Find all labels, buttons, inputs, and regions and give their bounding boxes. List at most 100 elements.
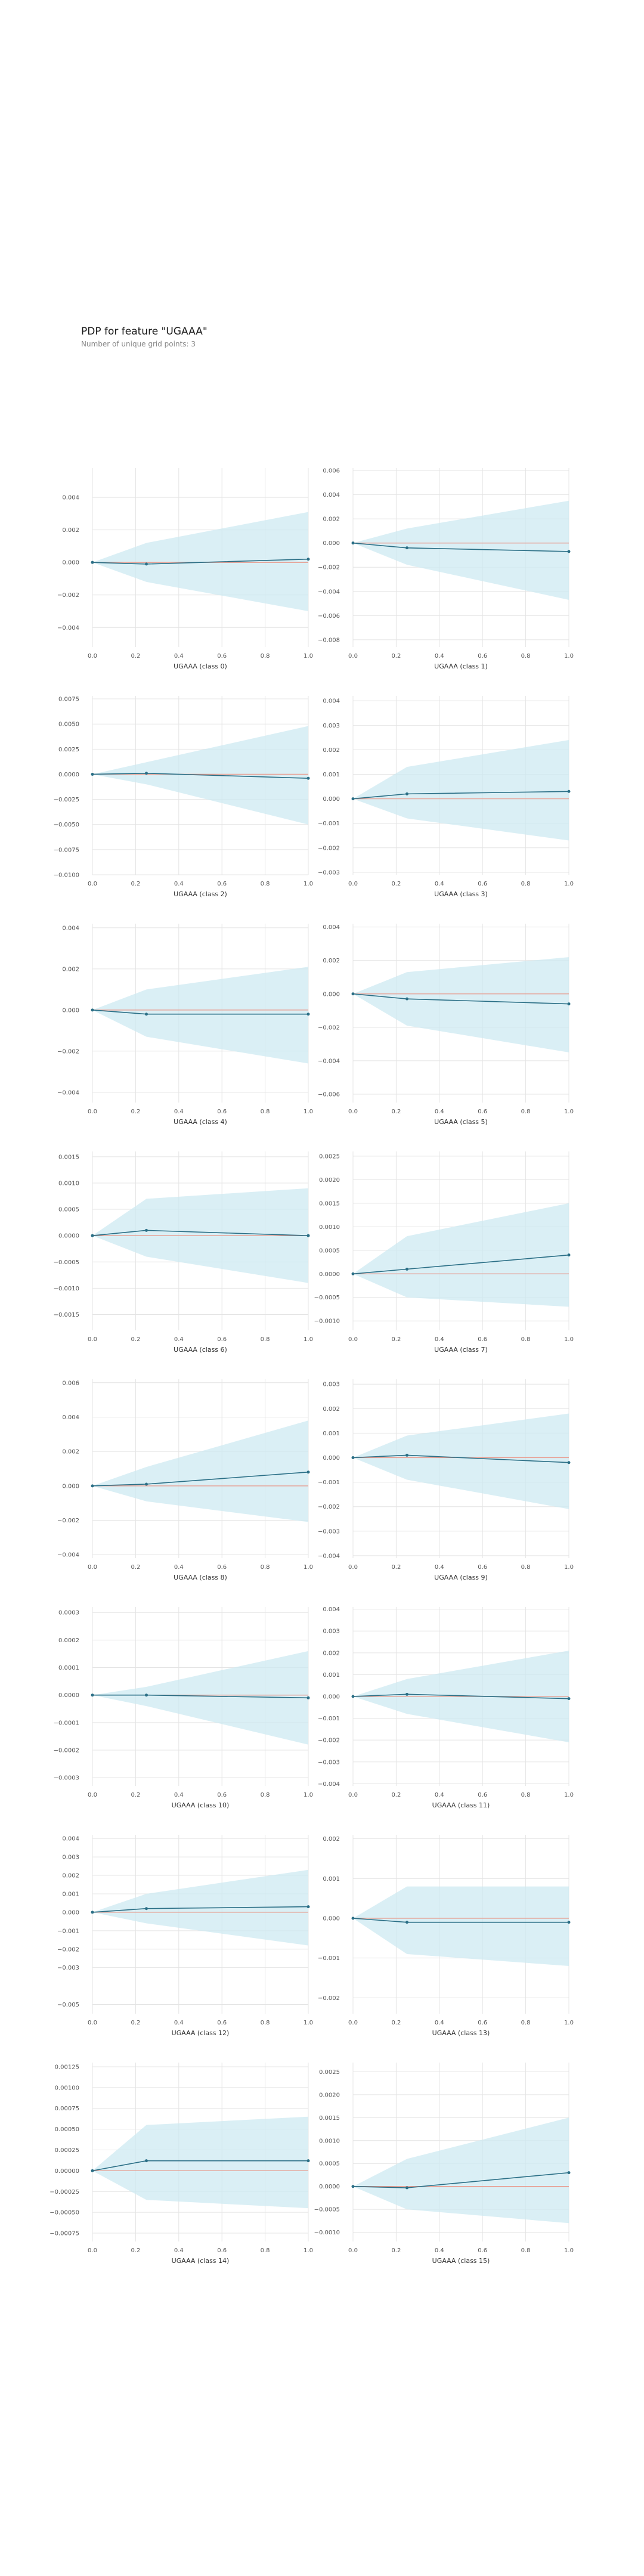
pdp-point — [405, 997, 408, 1001]
x-tick-label: 0.2 — [131, 881, 140, 887]
y-tick-label: 0.000 — [323, 1916, 340, 1922]
x-axis-label: UGAAA (class 12) — [172, 2029, 230, 2037]
x-tick-label: 0.6 — [217, 2020, 227, 2026]
confidence-band — [353, 2117, 569, 2224]
pdp-panel-class-14: 0.0 0.2 0.4 0.6 0.8 1.0 −0.00075 −0.00050 −0.000… — [49, 2063, 313, 2265]
pdp-point — [351, 1272, 355, 1275]
x-tick-label: 0.6 — [478, 2020, 487, 2026]
x-tick-label: 1.0 — [304, 1336, 313, 1343]
x-tick-label: 0.0 — [348, 653, 358, 660]
x-tick-label: 0.8 — [521, 2020, 531, 2026]
y-tick-label: 0.0000 — [58, 1692, 79, 1699]
y-tick-label: −0.0050 — [54, 822, 79, 828]
y-tick-label: −0.002 — [57, 1946, 79, 1953]
pdp-panel-class-2: 0.0 0.2 0.4 0.6 0.8 1.0 −0.0100 −0.0075 −0.0050 −… — [54, 696, 313, 898]
x-tick-label: 0.8 — [521, 653, 531, 660]
pdp-point — [351, 541, 355, 545]
x-axis-label: UGAAA (class 4) — [174, 1118, 227, 1126]
confidence-band — [353, 500, 569, 600]
pdp-panel-class-9: 0.0 0.2 0.4 0.6 0.8 1.0 −0.004 −0.003 −0.002 −0.0… — [318, 1379, 574, 1581]
x-tick-label: 0.8 — [521, 1792, 531, 1798]
pdp-point — [306, 1234, 310, 1237]
x-tick-label: 1.0 — [564, 1336, 574, 1343]
y-tick-label: 0.0020 — [319, 2092, 340, 2098]
x-tick-label: 0.2 — [391, 1336, 401, 1343]
y-tick-label: −0.0075 — [54, 847, 79, 853]
pdp-point — [91, 772, 94, 776]
pdp-panel-class-13: 0.0 0.2 0.4 0.6 0.8 1.0 −0.002 −0.001 0.000 0.001… — [318, 1835, 574, 2037]
y-tick-label: −0.001 — [318, 1955, 340, 1962]
y-tick-label: 0.003 — [323, 1628, 340, 1635]
x-tick-label: 0.4 — [435, 1564, 444, 1571]
pdp-point — [351, 797, 355, 801]
pdp-panel-class-8: 0.0 0.2 0.4 0.6 0.8 1.0 −0.004 −0.002 0.000 0.002… — [57, 1379, 313, 1581]
y-tick-label: −0.008 — [318, 637, 340, 643]
y-tick-label: −0.00050 — [49, 2210, 79, 2216]
y-tick-label: −0.002 — [57, 1518, 79, 1524]
y-tick-label: −0.001 — [318, 821, 340, 827]
y-tick-label: 0.001 — [323, 1431, 340, 1437]
y-tick-label: −0.004 — [318, 1058, 340, 1064]
x-tick-label: 0.0 — [88, 2020, 97, 2026]
y-tick-label: 0.004 — [62, 495, 79, 501]
x-tick-label: 0.0 — [88, 1792, 97, 1798]
x-tick-label: 0.6 — [478, 1109, 487, 1115]
x-tick-label: 0.4 — [174, 2247, 184, 2254]
x-tick-label: 0.8 — [521, 881, 531, 887]
x-tick-label: 0.8 — [261, 2247, 270, 2254]
x-tick-label: 0.8 — [521, 2247, 531, 2254]
pdp-point — [145, 1907, 148, 1911]
y-tick-label: 0.004 — [62, 1414, 79, 1421]
x-tick-label: 0.4 — [435, 1336, 444, 1343]
x-tick-label: 0.0 — [348, 1792, 358, 1798]
x-tick-label: 1.0 — [304, 1109, 313, 1115]
confidence-band — [92, 512, 308, 611]
x-tick-label: 0.0 — [348, 1109, 358, 1115]
x-tick-label: 1.0 — [304, 881, 313, 887]
y-tick-label: 0.004 — [62, 1836, 79, 1843]
x-tick-label: 0.6 — [217, 1336, 227, 1343]
x-tick-label: 1.0 — [304, 1792, 313, 1798]
pdp-panel-class-12: 0.0 0.2 0.4 0.6 0.8 1.0 −0.005 −0.003 −0.002 −0.0… — [57, 1835, 313, 2037]
pdp-panel-class-0: 0.0 0.2 0.4 0.6 0.8 1.0 −0.004 −0.002 0.000 0.002… — [57, 468, 313, 670]
pdp-point — [567, 1697, 571, 1701]
y-tick-label: 0.004 — [62, 925, 79, 931]
x-tick-label: 0.2 — [131, 1792, 140, 1798]
x-tick-label: 1.0 — [564, 2247, 574, 2254]
y-tick-label: −0.004 — [318, 1553, 340, 1559]
pdp-point — [145, 2159, 148, 2163]
pdp-panel-class-6: 0.0 0.2 0.4 0.6 0.8 1.0 −0.0015 −0.0010 −0.0005 0… — [54, 1151, 313, 1354]
confidence-band — [353, 739, 569, 841]
y-tick-label: 0.0025 — [319, 1153, 340, 1160]
x-tick-label: 0.2 — [391, 653, 401, 660]
y-tick-label: −0.001 — [57, 1928, 79, 1934]
y-tick-label: −0.001 — [318, 1716, 340, 1722]
x-tick-label: 0.8 — [261, 881, 270, 887]
y-tick-label: 0.003 — [323, 1382, 340, 1388]
y-tick-label: −0.00025 — [49, 2189, 79, 2196]
pdp-point — [405, 1692, 408, 1696]
y-tick-label: 0.006 — [323, 468, 340, 475]
x-tick-label: 0.2 — [391, 1109, 401, 1115]
y-tick-label: −0.0010 — [314, 2230, 340, 2236]
pdp-point — [351, 1695, 355, 1698]
y-tick-label: 0.0010 — [319, 1224, 340, 1231]
x-tick-label: 0.0 — [348, 2247, 358, 2254]
pdp-point — [145, 562, 148, 566]
y-tick-label: 0.0015 — [58, 1154, 79, 1160]
x-tick-label: 0.2 — [391, 881, 401, 887]
y-tick-label: −0.0010 — [54, 1286, 79, 1292]
y-tick-label: 0.00025 — [55, 2147, 79, 2154]
pdp-panel-class-10: 0.0 0.2 0.4 0.6 0.8 1.0 −0.0003 −0.0002 −0.0001 0… — [54, 1607, 313, 1809]
y-tick-label: 0.002 — [323, 958, 340, 964]
pdp-point — [351, 1456, 355, 1460]
y-tick-label: −0.0005 — [314, 1295, 340, 1301]
y-tick-label: 0.002 — [323, 1836, 340, 1843]
x-tick-label: 1.0 — [564, 881, 574, 887]
confidence-band — [92, 967, 308, 1064]
x-tick-label: 0.6 — [478, 1336, 487, 1343]
pdp-point — [351, 992, 355, 996]
y-tick-label: −0.003 — [318, 869, 340, 876]
y-tick-label: 0.004 — [323, 492, 340, 499]
